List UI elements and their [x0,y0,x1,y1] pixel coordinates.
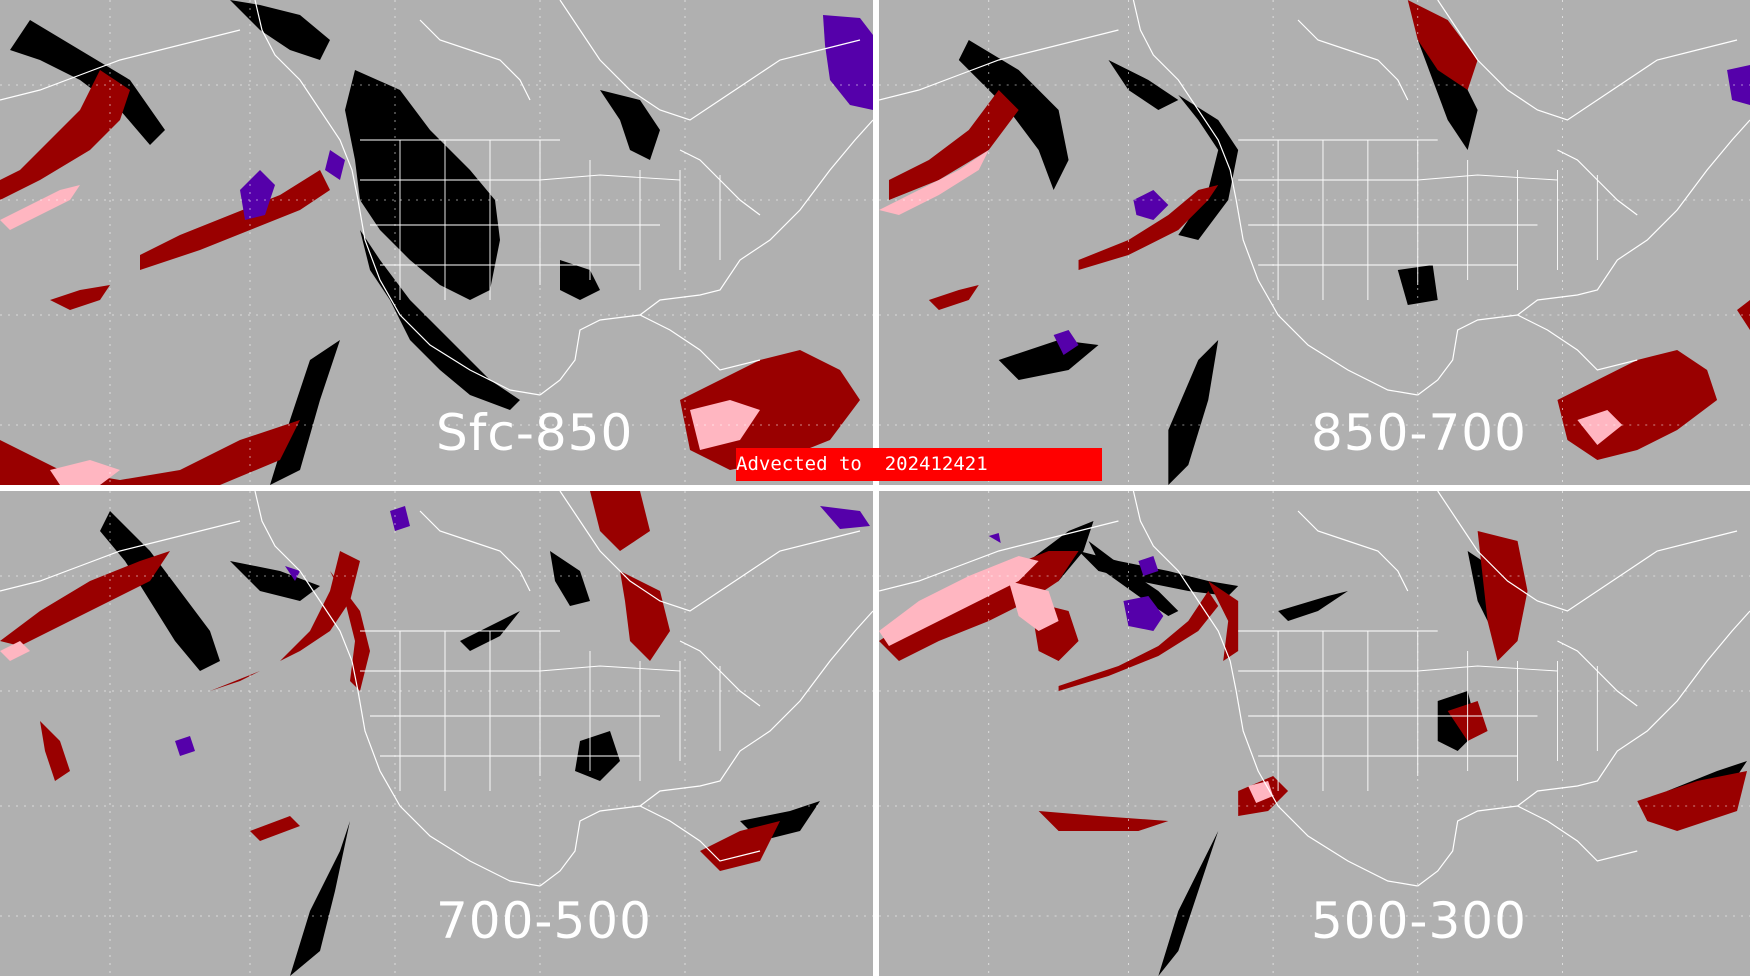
coastlines [0,0,873,396]
coastline-layer [0,491,873,976]
dark-red-field [888,0,1750,460]
panel-label: 850-700 [1311,404,1527,462]
pink-field [0,641,30,661]
dark-red-field [0,491,780,871]
field-layer [879,0,1750,485]
grid-lines [0,0,873,485]
state-borders [360,630,721,791]
state-borders [1238,630,1598,791]
field-layer [0,491,870,976]
coastlines [0,491,873,887]
panel-label: 700-500 [436,892,652,950]
panel-sfc-850: Sfc-850 [0,0,873,485]
coastline-layer [879,491,1750,976]
panel-label: 500-300 [1311,892,1527,950]
panel-700-500: 700-500 [0,491,873,976]
grid-lines [879,0,1750,485]
grid-lines [0,491,873,976]
grid-lines [879,491,1750,976]
pink-field [0,185,760,485]
purple-field [988,533,1164,631]
panel-label: Sfc-850 [436,404,634,462]
state-borders [360,139,721,300]
panel-500-300: 500-300 [879,491,1750,976]
advected-banner: Advected to 202412421 [736,448,1102,481]
panel-850-700: 850-700 [879,0,1750,485]
pink-field [879,150,1623,445]
coastlines [879,491,1750,887]
state-borders [1238,139,1598,300]
purple-field [1053,65,1750,355]
purple-field [240,15,873,220]
coastline-layer [879,0,1750,485]
coastlines [879,0,1750,396]
coastline-layer [0,0,873,485]
